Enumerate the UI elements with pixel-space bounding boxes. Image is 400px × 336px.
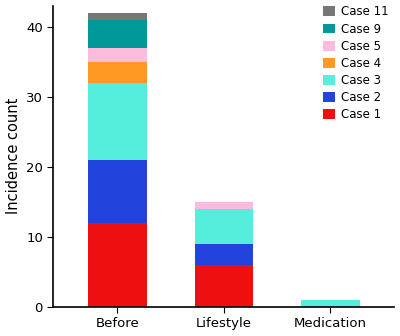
Bar bbox=[88, 61, 147, 83]
Y-axis label: Incidence count: Incidence count bbox=[6, 98, 20, 214]
Bar bbox=[301, 300, 360, 307]
Bar bbox=[88, 160, 147, 223]
Bar bbox=[195, 244, 253, 265]
Bar bbox=[88, 19, 147, 48]
Bar bbox=[88, 12, 147, 19]
Bar bbox=[195, 209, 253, 244]
Bar bbox=[195, 265, 253, 307]
Bar bbox=[195, 202, 253, 209]
Legend: Case 11, Case 9, Case 5, Case 4, Case 3, Case 2, Case 1: Case 11, Case 9, Case 5, Case 4, Case 3,… bbox=[323, 5, 388, 121]
Bar bbox=[88, 83, 147, 160]
Bar bbox=[88, 223, 147, 307]
Bar bbox=[88, 48, 147, 61]
